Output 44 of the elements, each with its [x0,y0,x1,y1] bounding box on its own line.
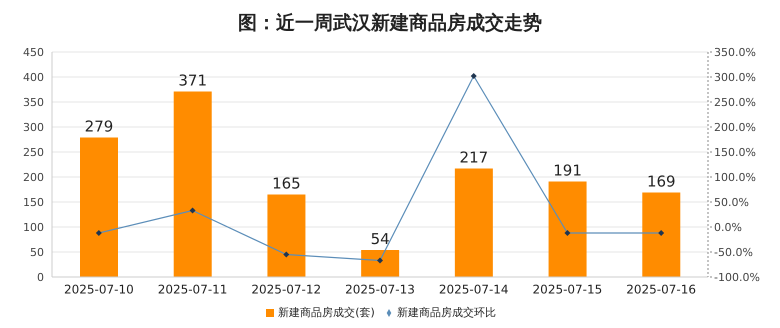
bar [548,182,587,277]
y-tick-label: 400 [23,70,44,84]
y-tick-label: 250 [23,146,44,159]
bar [454,168,493,277]
y-tick-label: 100 [23,220,44,234]
x-tick-label: 2025-07-16 [626,282,696,297]
legend-label: 新建商品房成交环比 [396,306,496,319]
y2-tick-label: 200.0% [714,120,756,134]
y-tick-label: 300 [23,120,44,134]
y-tick-label: 450 [23,46,44,59]
bar [642,192,680,277]
data-label: 165 [272,174,301,192]
y2-tick-label: 150.0% [714,146,756,159]
y2-tick-label: 50.0% [714,196,749,209]
y-tick-label: 150 [23,196,44,209]
data-label: 191 [553,162,582,180]
x-tick-label: 2025-07-10 [64,282,134,297]
data-label: 54 [370,230,390,248]
y-tick-label: 0 [37,270,44,284]
bar [267,194,306,277]
y2-tick-label: -100.0% [714,270,760,284]
legend-label: 新建商品房成交(套) [278,306,375,319]
y2-tick-label: 350.0% [714,46,756,59]
x-tick-label: 2025-07-13 [345,282,415,297]
y2-tick-label: 100.0% [714,170,756,184]
data-label: 279 [84,118,114,136]
y2-tick-label: -50.0% [714,246,753,259]
x-tick-label: 2025-07-12 [251,282,322,297]
x-tick-label: 2025-07-11 [158,282,228,297]
y2-tick-label: 0.0% [714,220,742,234]
x-tick-label: 2025-07-15 [532,282,602,297]
data-label: 371 [178,72,208,90]
chart-title: 图：近一周武汉新建商品房成交走势 [237,11,543,36]
y-tick-label: 350 [23,96,44,109]
y-tick-label: 50 [30,246,44,259]
data-label: 169 [646,172,676,190]
x-tick-label: 2025-07-14 [438,282,509,297]
y2-tick-label: 300.0% [714,70,756,84]
bar [361,250,400,277]
bar [80,138,118,277]
bar [174,92,212,277]
y-tick-label: 200 [23,170,44,184]
y2-tick-label: 250.0% [714,96,756,109]
data-label: 217 [460,148,488,166]
